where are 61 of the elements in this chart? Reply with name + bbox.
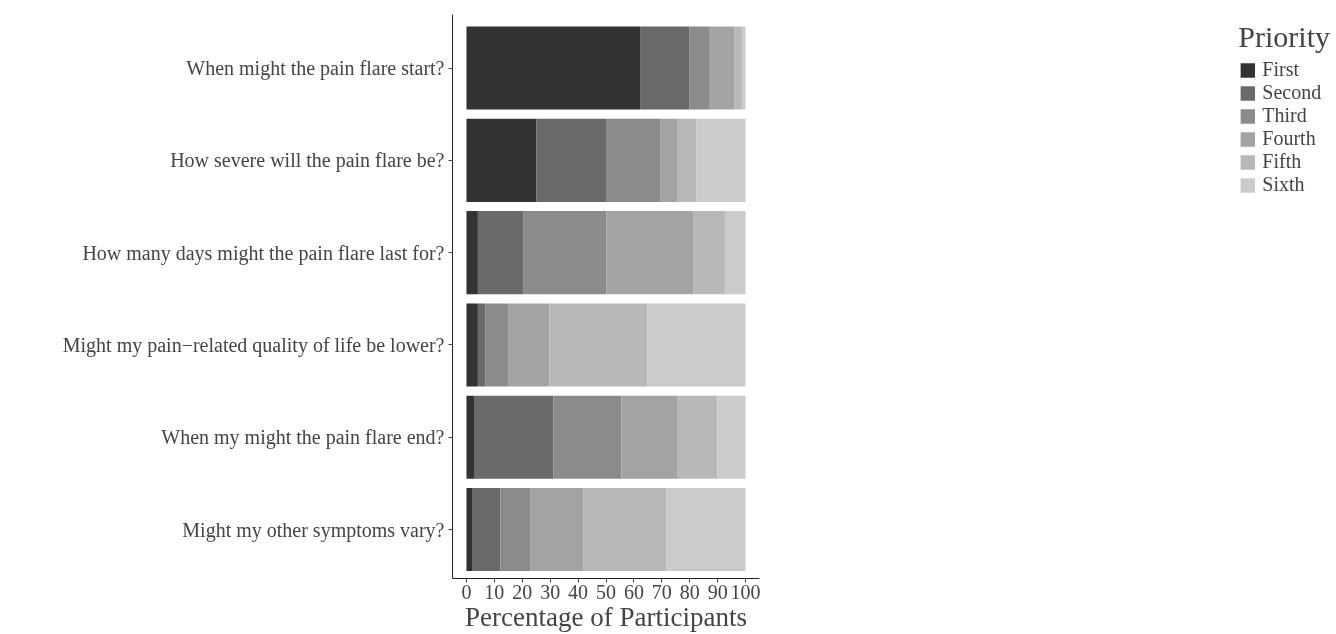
bar (606, 211, 694, 295)
y-tick-label: Might my pain−related quality of life be lower? (62, 333, 445, 357)
x-tick-label: 50 (596, 580, 616, 603)
x-tick-label: 70 (651, 580, 672, 603)
y-tick-label: How severe will the pain flare be? (170, 149, 445, 173)
x-tick-label: 30 (540, 580, 561, 603)
bar (530, 488, 584, 572)
bar (473, 395, 554, 479)
bar (549, 303, 648, 387)
bar (689, 26, 710, 110)
bar (693, 211, 725, 295)
bar (466, 488, 473, 572)
legend-label: Second (1262, 81, 1322, 104)
x-tick-label: 20 (512, 580, 533, 603)
bar (640, 26, 690, 110)
x-tick-label: 0 (461, 580, 472, 603)
x-tick-label: 90 (707, 580, 728, 603)
x-tick-label: 80 (679, 580, 700, 603)
bar (466, 211, 478, 295)
y-tick-label: Might my other symptoms vary? (182, 518, 445, 542)
x-tick-label: 60 (623, 580, 644, 603)
y-tick-label: How many days might the pain flare last for? (82, 241, 445, 265)
legend-label: Fifth (1262, 150, 1302, 173)
bar (741, 26, 746, 110)
bar (472, 488, 501, 572)
y-tick-label: When might the pain flare start? (186, 57, 445, 81)
bar (717, 395, 746, 479)
bar (696, 118, 746, 202)
bar (724, 211, 746, 295)
bar (477, 211, 524, 295)
bar (466, 26, 641, 110)
bar (466, 118, 537, 202)
bar (536, 118, 606, 202)
bar (709, 26, 735, 110)
bar (677, 118, 697, 202)
bar (553, 395, 622, 479)
bar (466, 395, 474, 479)
x-tick-label: 100 (730, 580, 761, 603)
x-tick-label: 40 (568, 580, 589, 603)
x-tick-label: 10 (484, 580, 505, 603)
bar (606, 118, 661, 202)
bar (583, 488, 667, 572)
bar (477, 303, 486, 387)
legend-label: Sixth (1262, 173, 1305, 196)
bar (677, 395, 718, 479)
bar (666, 488, 746, 572)
legend-label: First (1262, 58, 1300, 81)
legend-label: Fourth (1262, 127, 1316, 150)
bar (508, 303, 550, 387)
legend-label: Third (1262, 104, 1307, 127)
y-tick-label: When my might the pain flare end? (161, 426, 445, 450)
bar (485, 303, 509, 387)
bar (621, 395, 678, 479)
bar (647, 303, 746, 387)
bar (500, 488, 531, 572)
legend-title: Priority (1238, 20, 1330, 54)
x-axis-title: Percentage of Participants (465, 601, 747, 632)
bar (466, 303, 478, 387)
bar (660, 118, 678, 202)
bar (734, 26, 742, 110)
bar (523, 211, 607, 295)
